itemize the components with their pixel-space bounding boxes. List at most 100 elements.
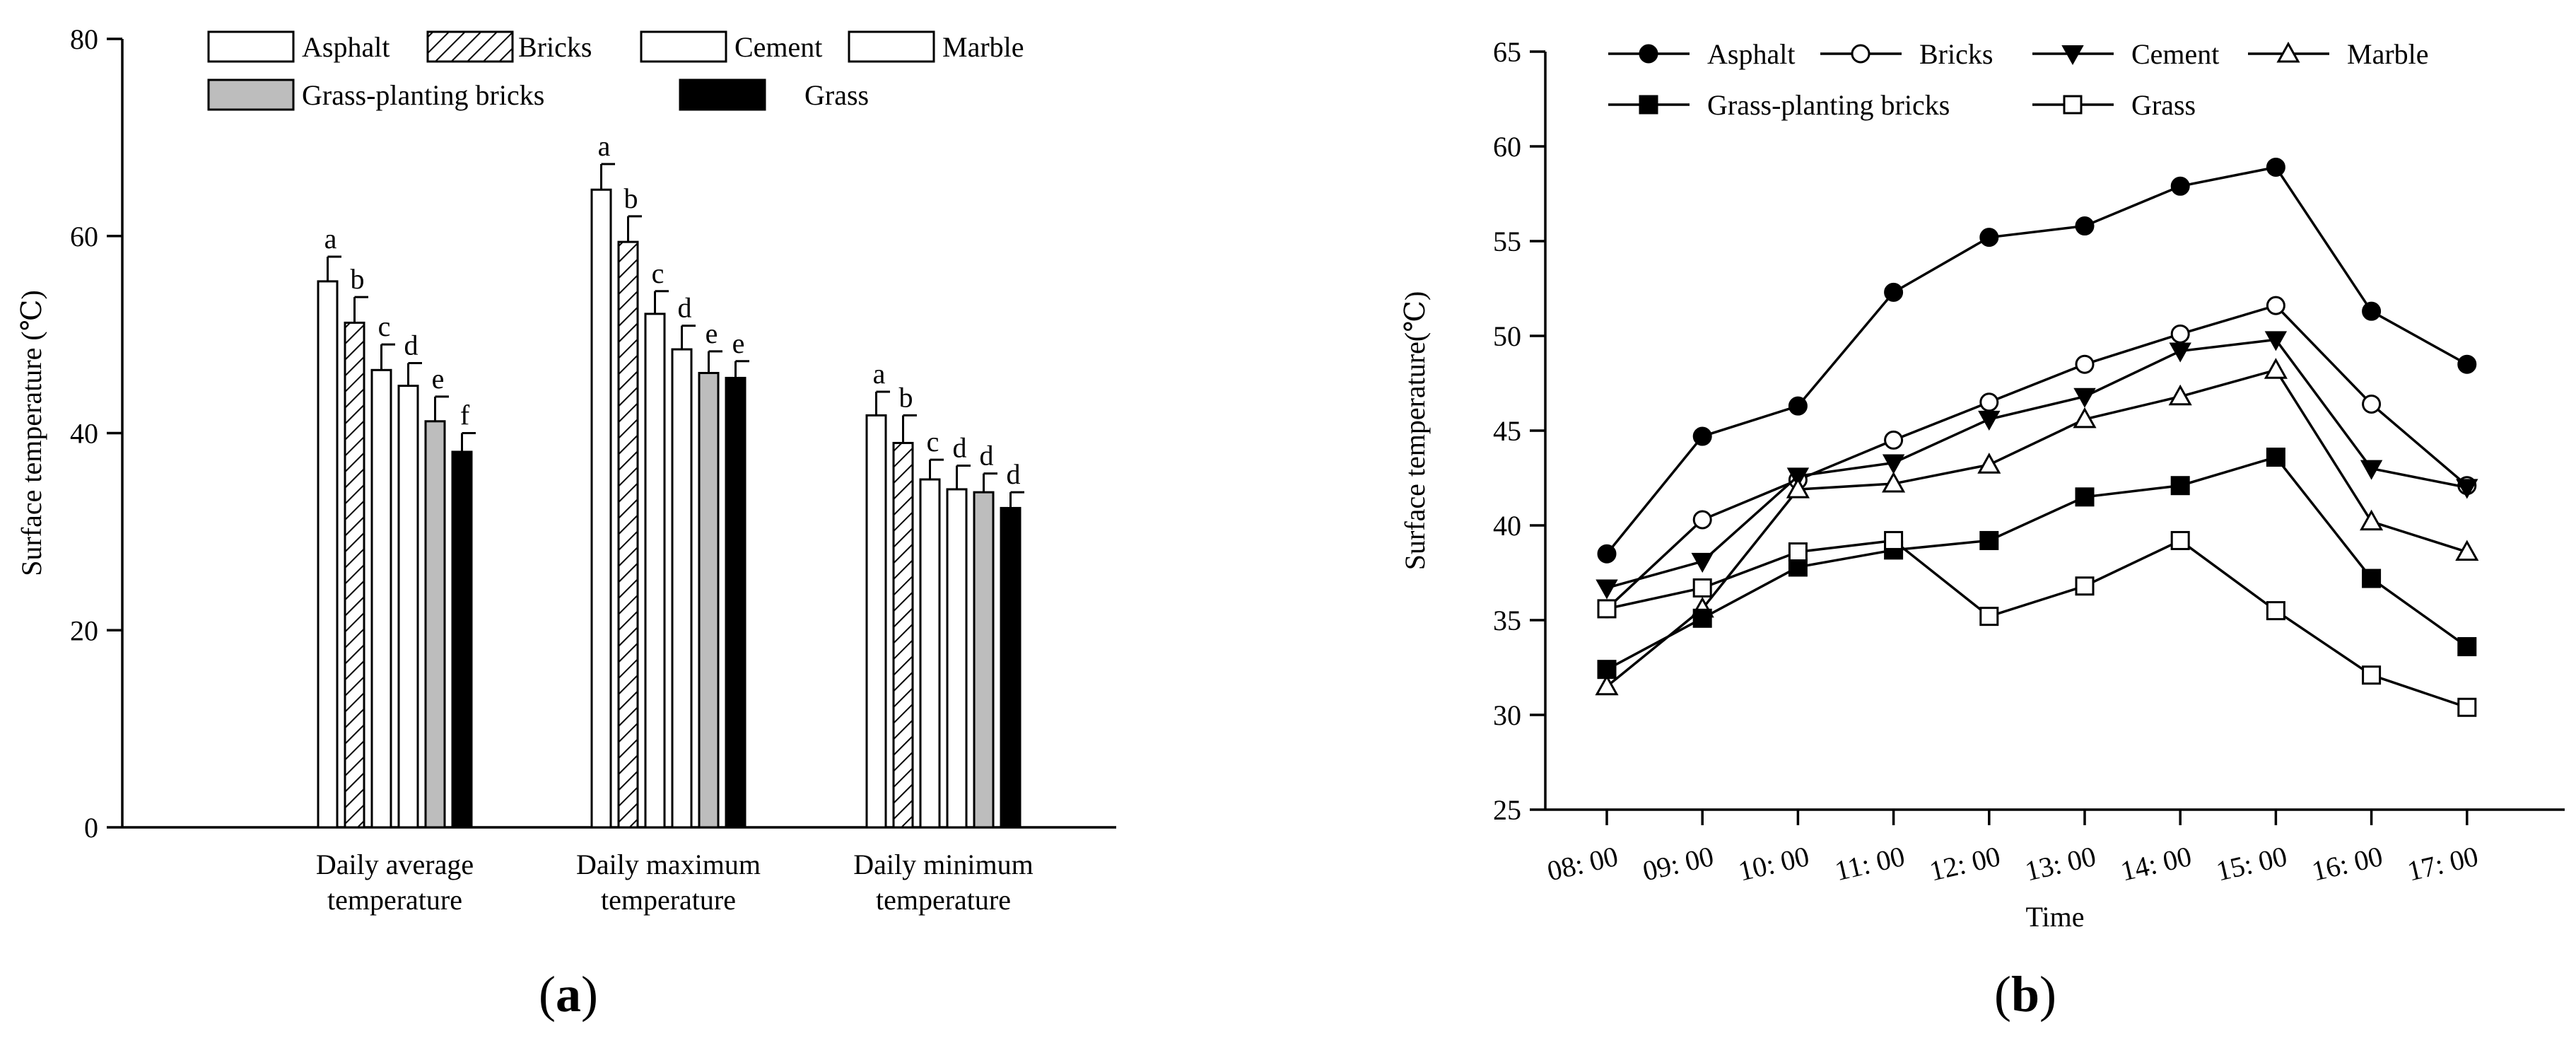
panel-a-significance-letter: c <box>378 310 391 342</box>
panel-a-significance-letter: a <box>873 358 886 390</box>
panel-b-legend-label: Asphalt <box>1707 38 1795 70</box>
panel-b-caption-letter: b <box>2011 966 2039 1022</box>
panel-b-point-cement <box>1882 454 1905 474</box>
panel-b-y-tick-label: 55 <box>1493 226 1521 257</box>
panel-b-point-marble <box>1786 477 1810 499</box>
panel-b-point-grass <box>2362 665 2382 685</box>
panel-b-caption: (b) <box>1994 966 2056 1022</box>
panel-b-point-cement <box>1596 579 1618 600</box>
panel-b-point-asphalt <box>2075 216 2095 236</box>
panel-b-series-line-grass <box>1606 539 2468 709</box>
panel-b-point-grass-planting-bricks <box>2457 637 2477 657</box>
panel-b-point-bricks <box>2266 296 2285 315</box>
panel-a-legend-swatch <box>640 30 727 63</box>
panel-b-y-axis-label: Surface temperature(℃) <box>1399 291 1431 571</box>
panel-a-bar-marble <box>671 348 693 829</box>
panel-b-point-bricks <box>2075 354 2095 374</box>
panel-b-point-grass-planting-bricks <box>1979 530 1999 550</box>
panel-b-y-tick-label: 30 <box>1493 699 1521 731</box>
panel-a-significance-letter: e <box>432 363 445 395</box>
panel-b-y-tick-label: 25 <box>1493 794 1521 826</box>
panel-b-x-tick-label: 09: 00 <box>1640 840 1717 887</box>
panel-b-point-asphalt <box>1788 396 1808 416</box>
panel-b-point-cement <box>1691 552 1714 573</box>
panel-a-bar-marble <box>946 488 968 829</box>
panel-a-group-label: Daily minimum <box>853 849 1033 880</box>
panel-b-y-tick-label: 40 <box>1493 510 1521 542</box>
panel-a-significance-letter: d <box>1007 458 1021 490</box>
panel-a-bar-bricks <box>617 240 639 829</box>
panel-a-bar-grass-planting-bricks <box>973 491 995 829</box>
panel-a-significance-letter: a <box>598 130 611 162</box>
panel-a-legend-swatch <box>679 78 766 111</box>
panel-b-point-grass <box>2075 576 2095 596</box>
panel-a-significance-letter: e <box>706 317 718 349</box>
panel-a-significance-letter: e <box>732 327 745 359</box>
panel-a-significance-letter: a <box>324 223 337 255</box>
panel-a-legend-swatch <box>848 30 935 63</box>
panel-a-significance-letter: c <box>927 426 939 458</box>
panel-b-x-tick-label: 12: 00 <box>1926 840 2003 887</box>
panel-b-point-asphalt <box>2266 157 2285 177</box>
panel-b-point-grass-planting-bricks <box>1597 660 1617 680</box>
panel-a-legend-label: Asphalt <box>302 31 390 63</box>
panel-a-significance-letter: d <box>678 292 692 324</box>
panel-a-legend-swatch <box>207 30 295 63</box>
panel-a-legend-label: Cement <box>734 31 822 63</box>
panel-b-point-cement <box>2456 479 2478 499</box>
panel-b-point-grass <box>2170 530 2190 550</box>
panel-b-y-tick-label: 45 <box>1493 415 1521 447</box>
panel-a-bar-asphalt <box>865 414 887 829</box>
panel-b-point-marble <box>2073 407 2097 429</box>
panel-a-legend-swatch <box>207 78 295 111</box>
panel-b-point-grass-planting-bricks <box>1692 608 1712 628</box>
panel-a-y-tick-label: 40 <box>70 418 98 450</box>
panel-a-bar-chart: 0 20 40 60 80 Surface temperature (℃) Daily av… <box>16 23 1116 1022</box>
panel-a-y-tick-label: 20 <box>70 614 98 646</box>
panel-a-y-tick-label: 60 <box>70 221 98 252</box>
panel-b-point-marble <box>1595 674 1619 696</box>
panel-a-y-tick-label: 0 <box>84 812 98 844</box>
panel-a-significance-letter: d <box>953 431 967 463</box>
panel-a-significance-letter: c <box>652 257 665 289</box>
panel-a-group-label: temperature <box>601 884 736 916</box>
panel-b-point-grass <box>1884 530 1904 550</box>
panel-b-point-grass <box>2457 697 2477 717</box>
panel-a-group-label: temperature <box>876 884 1011 916</box>
panel-a-bar-grass-planting-bricks <box>424 420 446 829</box>
panel-b-line-chart: 25 30 35 40 45 50 55 60 65 08: 00 09: 00 10: 00 11: … <box>1399 36 2565 1022</box>
panel-a-bar-grass-planting-bricks <box>698 371 720 829</box>
panel-a-legend-label: Grass-planting bricks <box>302 79 544 111</box>
panel-b-x-tick-label: 11: 00 <box>1832 840 1907 887</box>
panel-a-bar-cement <box>919 478 941 829</box>
panel-b-point-grass <box>1788 542 1808 562</box>
panel-b-y-tick-label: 65 <box>1493 36 1521 68</box>
panel-b-point-bricks <box>1884 430 1904 450</box>
panel-b-legend-marker <box>2061 45 2084 66</box>
panel-b-point-bricks <box>1692 510 1712 530</box>
panel-b-x-tick-label: 10: 00 <box>1735 840 1813 887</box>
panel-b-legend-label: Grass-planting bricks <box>1707 89 1950 121</box>
panel-a-y-axis-label: Surface temperature (℃) <box>16 290 47 576</box>
panel-a-bar-asphalt <box>590 188 612 829</box>
panel-b-point-grass <box>1692 578 1712 598</box>
panel-b-point-asphalt <box>2362 301 2382 321</box>
panel-a-bar-marble <box>397 385 419 829</box>
panel-a-group-label: Daily average <box>316 849 474 880</box>
panel-b-point-cement <box>1978 410 2001 431</box>
panel-b-point-bricks <box>1979 392 1999 412</box>
panel-b-legend-label: Marble <box>2347 38 2429 70</box>
panel-b-point-cement <box>2073 388 2096 408</box>
panel-b-series-line-bricks <box>1605 304 2468 610</box>
panel-b-y-tick-label: 50 <box>1493 320 1521 352</box>
panel-b-point-marble <box>1977 453 2001 474</box>
panel-b-y-tick-label: 60 <box>1493 131 1521 163</box>
panel-b-y-tick-label: 35 <box>1493 605 1521 636</box>
panel-b-x-tick-label: 15: 00 <box>2213 840 2290 887</box>
panel-b-point-bricks <box>2362 394 2382 414</box>
panel-b-point-marble <box>2264 358 2288 379</box>
panel-a-group-label: temperature <box>327 884 462 916</box>
panel-b-point-asphalt <box>1692 426 1712 446</box>
panel-b-x-axis-label: Time <box>2025 901 2084 933</box>
